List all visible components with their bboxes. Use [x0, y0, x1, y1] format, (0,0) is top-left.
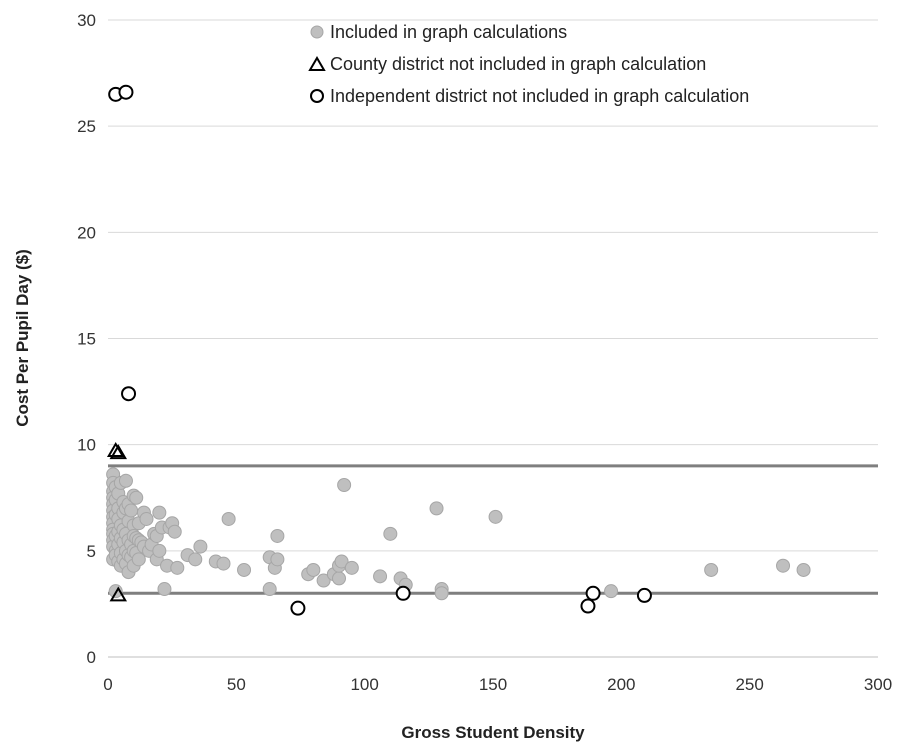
- data-point-independent: [121, 386, 137, 402]
- x-tick-label: 0: [103, 675, 112, 694]
- data-point-included: [124, 503, 139, 518]
- y-tick-labels: 0 5 10 15 20 25 30: [77, 11, 96, 667]
- data-point-included: [139, 511, 154, 526]
- y-tick-label: 20: [77, 223, 96, 242]
- data-point-included: [488, 509, 503, 524]
- x-tick-label: 150: [479, 675, 507, 694]
- data-point-county: [109, 586, 128, 602]
- data-point-included: [604, 584, 619, 599]
- data-point-included: [170, 560, 185, 575]
- data-points: [106, 84, 811, 616]
- data-point-included: [237, 562, 252, 577]
- data-point-independent: [636, 587, 652, 603]
- data-point-included: [373, 569, 388, 584]
- legend-marker-independent: [310, 89, 324, 103]
- grid-lines: [108, 19, 878, 552]
- y-tick-label: 0: [87, 648, 96, 667]
- data-point-included: [152, 505, 167, 520]
- data-point-included: [429, 501, 444, 516]
- data-point-included: [334, 554, 349, 569]
- data-point-included: [221, 511, 236, 526]
- data-point-independent: [580, 598, 596, 614]
- x-axis-title: Gross Student Density: [401, 723, 585, 742]
- legend-label-county: County district not included in graph ca…: [330, 54, 706, 74]
- data-point-independent: [585, 585, 601, 601]
- x-tick-labels: 0 50 100 150 200 250 300: [103, 675, 892, 694]
- data-point-included: [704, 562, 719, 577]
- data-point-included: [270, 528, 285, 543]
- data-point-county: [106, 442, 125, 458]
- data-point-included: [129, 490, 144, 505]
- data-point-included: [193, 539, 208, 554]
- data-point-included: [157, 582, 172, 597]
- legend-label-independent: Independent district not included in gra…: [330, 86, 749, 106]
- legend: Included in graph calculations County di…: [308, 22, 749, 106]
- x-tick-label: 50: [227, 675, 246, 694]
- y-axis-title: Cost Per Pupil Day ($): [13, 249, 32, 427]
- y-tick-label: 5: [87, 542, 96, 561]
- data-point-included: [131, 552, 146, 567]
- data-point-independent: [290, 600, 306, 616]
- x-tick-label: 300: [864, 675, 892, 694]
- data-point-included: [776, 558, 791, 573]
- data-point-included: [262, 582, 277, 597]
- data-point-included: [152, 543, 167, 558]
- data-point-included: [383, 526, 398, 541]
- data-point-included: [188, 552, 203, 567]
- y-tick-label: 25: [77, 117, 96, 136]
- y-tick-label: 15: [77, 330, 96, 349]
- data-point-included: [270, 552, 285, 567]
- data-point-included: [434, 586, 449, 601]
- data-point-county: [109, 444, 128, 460]
- data-point-included: [337, 478, 352, 493]
- data-point-independent: [395, 585, 411, 601]
- legend-label-included: Included in graph calculations: [330, 22, 567, 42]
- legend-marker-county: [308, 56, 326, 71]
- data-point-included: [216, 556, 231, 571]
- data-point-included: [796, 562, 811, 577]
- data-point-included: [306, 562, 321, 577]
- reference-lines: [108, 464, 878, 595]
- legend-marker-included: [310, 25, 324, 39]
- data-point-included: [118, 473, 133, 488]
- x-tick-label: 250: [735, 675, 763, 694]
- x-tick-label: 100: [350, 675, 378, 694]
- data-point-included: [344, 560, 359, 575]
- x-tick-label: 200: [607, 675, 635, 694]
- data-point-included: [316, 573, 331, 588]
- data-point-included: [332, 571, 346, 586]
- data-point-independent: [118, 84, 134, 100]
- y-tick-label: 30: [77, 11, 96, 30]
- y-tick-label: 10: [77, 436, 96, 455]
- data-point-included: [167, 524, 182, 539]
